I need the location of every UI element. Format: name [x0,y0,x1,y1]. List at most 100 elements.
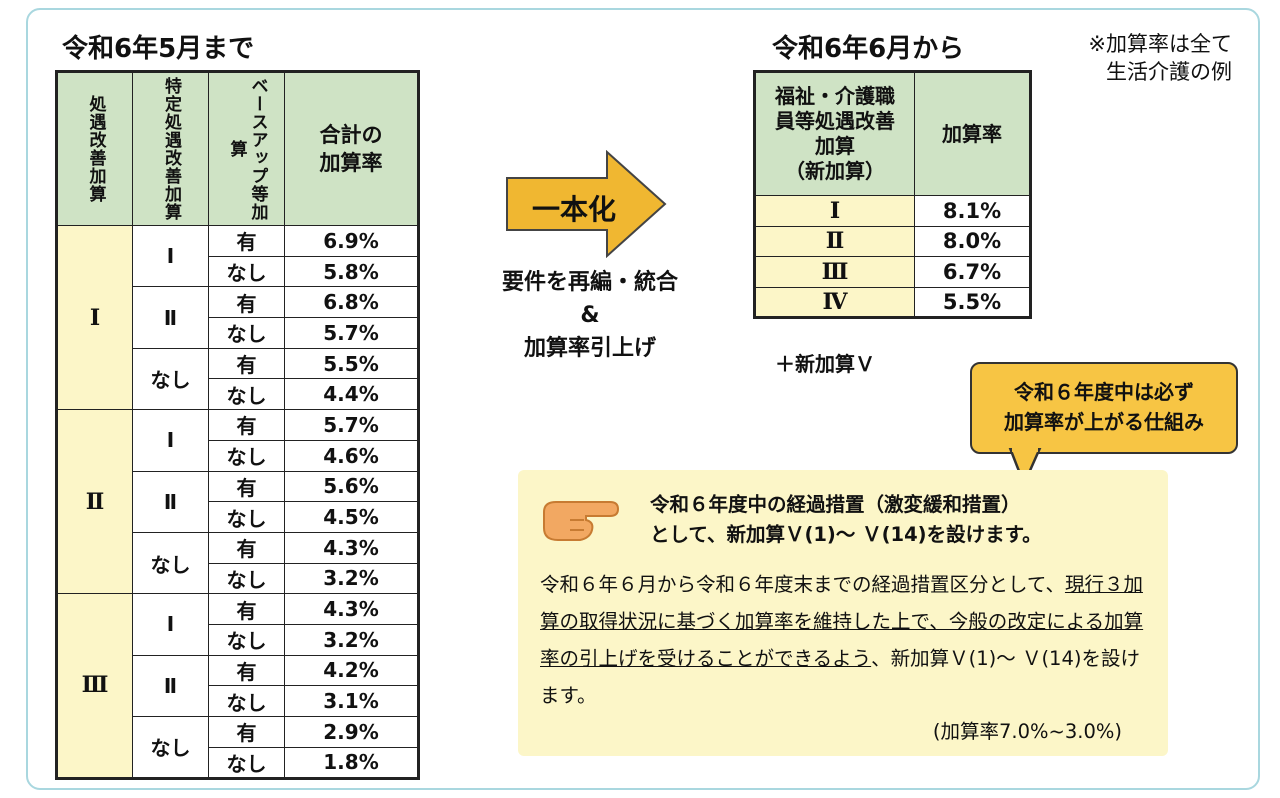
tokutei-level-cell: Ⅰ [132,224,209,288]
baseup-cell: なし [208,378,285,411]
header-new-addition-line: 加算 [815,134,855,158]
page-frame [26,8,1260,790]
table-row: なし 1.8% [57,746,419,779]
total-rate-cell: 4.4% [284,378,419,411]
tokutei-level-cell: Ⅱ [132,286,209,349]
consolidation-line: 加算率引上げ [523,336,656,361]
header-baseup-label: ベースアップ等加算 [226,77,268,221]
transition-title-line: として、新加算Ｖ(1)～ Ｖ(14)を設けます。 [650,523,1042,546]
header-tokutei-label: 特定処遇改善加算 [161,77,181,221]
baseup-cell: なし [208,623,285,656]
header-shogu: 処遇改善加算 [56,71,133,226]
tokutei-level-cell: Ⅱ [132,470,209,533]
new-rate-cell: 8.1% [914,195,1031,227]
left-title: 令和6年5月まで [62,34,255,64]
table-row: なし 4.6% [57,439,419,472]
total-rate-cell: 5.8% [284,255,419,288]
total-rate-cell: 2.9% [284,716,419,748]
baseup-cell: 有 [208,347,285,380]
table-row: なし 4.5% [57,501,419,533]
header-new-addition-line: 員等処遇改善 [775,109,895,133]
transition-title-line: 令和６年度中の経過措置（激変緩和措置） [650,493,1021,516]
total-rate-cell: 4.5% [284,501,419,533]
header-total-rate-label: 合計の加算率 [319,123,383,175]
total-rate-cell: 5.7% [284,317,419,349]
new-rate-cell: 6.7% [914,256,1031,288]
transition-title: 令和６年度中の経過措置（激変緩和措置） として、新加算Ｖ(1)～ Ｖ(14)を設… [650,490,1042,550]
header-new-addition-line: （新加算） [785,159,885,183]
legacy-rate-body: Ⅰ Ⅰ 有 6.9% なし 5.8% Ⅱ 有 6.8% なし 5.7% なし有 5.5% なし 4.4% Ⅱ Ⅰ… [56,224,419,779]
baseup-cell: なし [208,501,285,533]
baseup-cell: なし [208,439,285,472]
total-rate-cell: 5.5% [284,347,419,380]
table-row: なし 4.4% [57,378,419,411]
baseup-cell: なし [208,317,285,349]
new-rate-table: 福祉・介護職 員等処遇改善 加算 （新加算） 加算率 Ⅰ 8.1% Ⅱ 8.0% Ⅲ 6.… [753,70,1032,319]
consolidation-line: 要件を再編・統合 [501,270,678,295]
total-rate-cell: 3.2% [284,562,419,595]
table-row: Ⅱ Ⅰ 有 5.7% [56,409,419,595]
header-new-addition-line: 福祉・介護職 [775,84,895,108]
body-text: 令和６年６月から令和６年度末までの経過措置区分とし [540,573,1027,596]
body-underlined-text: 現行３加算の取得状況に基づく加算率を維持した上で、今般の改定による加算率の引上げ… [540,573,1144,670]
total-rate-cell: 4.2% [284,654,419,687]
baseup-cell: 有 [208,716,285,748]
header-rate: 加算率 [914,71,1031,196]
header-tokutei: 特定処遇改善加算 [132,71,209,226]
shogu-level-cell: Ⅲ [56,593,133,779]
body-text: 、新加算Ｖ(1)～ Ｖ(14)を設けます。 [540,647,1140,707]
table-row: なし有 2.9% [57,716,419,779]
body-text: て、 [1026,573,1065,596]
rate-range-note: (加算率7.0%~3.0%) [932,720,1122,743]
baseup-cell: なし [208,685,285,717]
legacy-rate-table: 処遇改善加算 特定処遇改善加算 ベースアップ等加算 合計の加算率 Ⅰ Ⅰ 有 6.9%… [55,70,420,780]
tokutei-level-cell: なし [132,347,209,411]
transition-measure-box: 令和６年度中の経過措置（激変緩和措置） として、新加算Ｖ(1)～ Ｖ(14)を設… [518,470,1168,756]
table-row: Ⅳ 5.5% [754,286,1031,318]
tokutei-level-cell: なし [132,716,209,779]
table-row: Ⅲ Ⅰ 有 4.3% [56,593,419,779]
table-row: なし 3.2% [57,623,419,656]
shogu-level-cell: Ⅰ [56,224,133,411]
new-rate-cell: 5.5% [914,286,1031,318]
total-rate-cell: 4.3% [284,531,419,564]
new-level-cell: Ⅳ [754,286,915,318]
tokutei-level-cell: Ⅰ [132,593,209,656]
new-level-cell: Ⅰ [754,195,915,227]
pointing-hand-icon [543,501,620,541]
new-level-cell: Ⅱ [754,225,915,257]
total-rate-cell: 3.2% [284,623,419,656]
new-rate-cell: 8.0% [914,225,1031,257]
table-row: Ⅲ 6.7% [754,256,1031,288]
total-rate-cell: 5.7% [284,409,419,441]
baseup-cell: 有 [208,470,285,503]
rate-note-line: 生活介護の例 [1106,60,1232,84]
baseup-cell: 有 [208,409,285,441]
header-total-rate: 合計の加算率 [284,71,419,226]
consolidation-line: & [580,303,600,328]
table-row: Ⅱ 8.0% [754,225,1031,257]
baseup-cell: なし [208,562,285,595]
rate-note: ※加算率は全て 生活介護の例 [1052,30,1232,86]
callout-line: 令和６年度中は必ず [1014,380,1194,404]
tokutei-level-cell: Ⅰ [132,409,209,472]
right-title: 令和6年6月から [772,34,965,64]
total-rate-cell: 4.6% [284,439,419,472]
table-row: Ⅱ 有 5.6% [57,470,419,533]
plus-new-v-label: ＋新加算Ｖ [775,352,875,376]
baseup-cell: なし [208,255,285,288]
table-row: なし有 4.3% [57,531,419,595]
header-baseup: ベースアップ等加算 [208,71,285,226]
transition-body: 令和６年６月から令和６年度末までの経過措置区分として、現行３加算の取得状況に基づ… [540,566,1152,714]
total-rate-cell: 4.3% [284,593,419,625]
table-row: Ⅱ 有 4.2% [57,654,419,718]
tokutei-level-cell: なし [132,531,209,595]
rate-note-line: ※加算率は全て [1088,32,1232,56]
new-rate-body: Ⅰ 8.1% Ⅱ 8.0% Ⅲ 6.7% Ⅳ 5.5% [754,195,1031,318]
total-rate-cell: 6.9% [284,225,419,257]
new-level-cell: Ⅲ [754,256,915,288]
callout-tail [1008,448,1042,488]
consolidation-text: 要件を再編・統合 & 加算率引上げ [470,266,710,365]
table-row: Ⅱ 有 6.8% [57,286,419,349]
total-rate-cell: 6.8% [284,286,419,319]
